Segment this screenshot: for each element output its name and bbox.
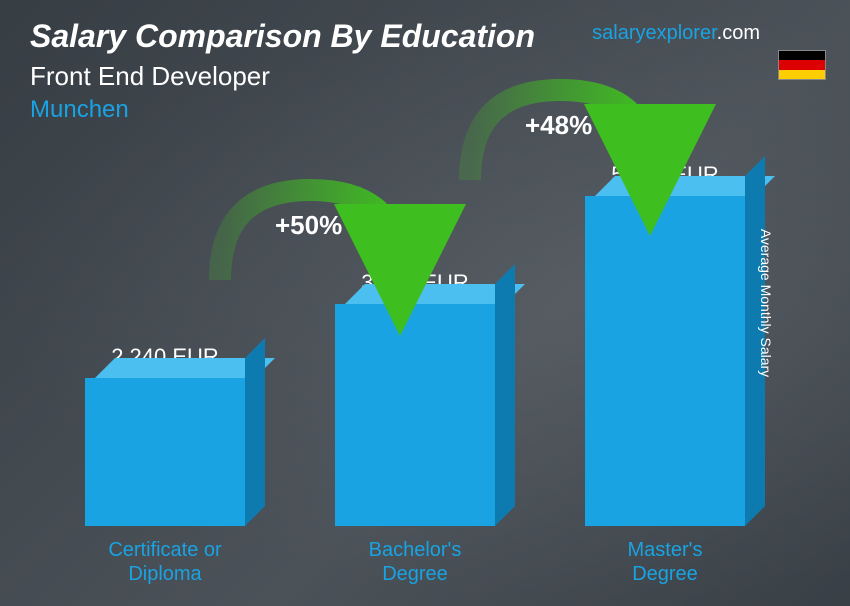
location: Munchen (30, 96, 535, 124)
flag-stripe (779, 60, 825, 69)
y-axis-label: Average Monthly Salary (758, 229, 774, 377)
category-label: Master's Degree (540, 538, 790, 586)
source-link: salaryexplorer.com (592, 22, 760, 45)
percentage-increase: +50% (275, 210, 342, 241)
bar (335, 304, 495, 526)
bar-group: 2,240 EUR (40, 344, 290, 526)
bar (85, 378, 245, 526)
bar-front-face (585, 196, 745, 526)
category-label: Certificate or Diploma (40, 538, 290, 586)
germany-flag-icon (778, 50, 826, 80)
bar-front-face (335, 304, 495, 526)
percentage-increase: +48% (525, 110, 592, 141)
chart-canvas: Salary Comparison By Education Front End… (0, 0, 850, 606)
labels-container: Certificate or DiplomaBachelor's DegreeM… (40, 538, 790, 586)
source-name: salaryexplorer (592, 22, 717, 44)
bar-side-face (495, 264, 515, 526)
header: Salary Comparison By Education Front End… (30, 18, 535, 124)
bar-front-face (85, 378, 245, 526)
source-suffix: .com (717, 22, 760, 44)
bar (585, 196, 745, 526)
job-title: Front End Developer (30, 61, 535, 92)
bar-side-face (245, 338, 265, 526)
category-label: Bachelor's Degree (290, 538, 540, 586)
increase-arrow (200, 170, 420, 315)
flag-stripe (779, 51, 825, 60)
page-title: Salary Comparison By Education (30, 18, 535, 55)
bar-group: 5,000 EUR (540, 162, 790, 526)
flag-stripe (779, 70, 825, 79)
